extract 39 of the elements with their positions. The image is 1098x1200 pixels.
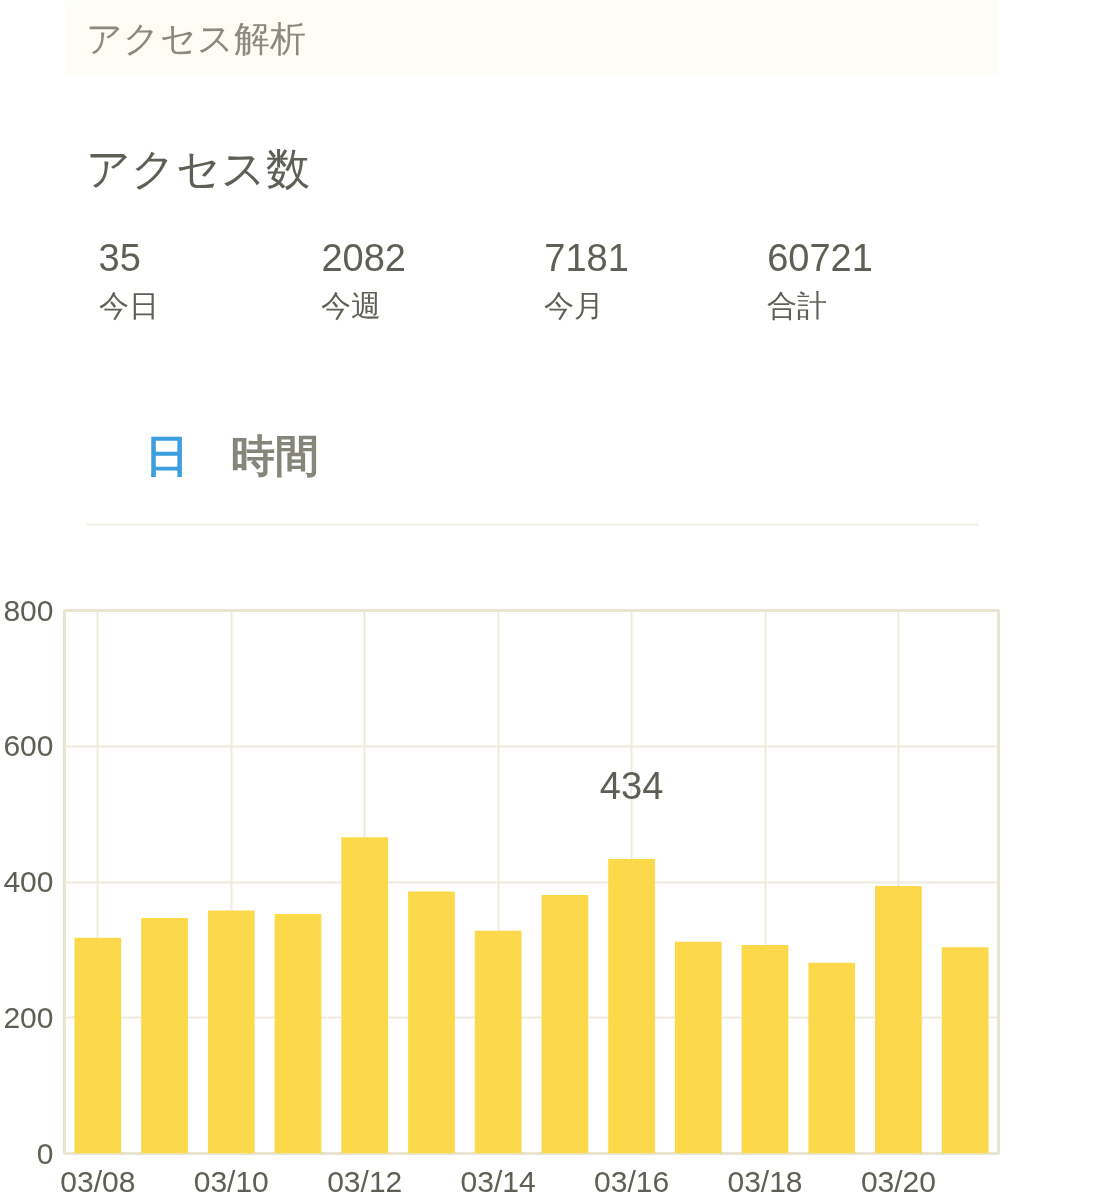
x-tick-label: 03/10 <box>193 1164 269 1198</box>
text: 35 <box>98 237 141 279</box>
text: 今日 <box>98 289 159 322</box>
bar <box>274 913 322 1154</box>
y-tick-label: 0 <box>36 1136 54 1170</box>
bar <box>541 894 589 1154</box>
bar <box>74 937 122 1154</box>
bar <box>408 891 455 1154</box>
text: 7181 <box>544 237 629 279</box>
text: 日 <box>144 431 189 480</box>
y-tick-label: 200 <box>3 1000 54 1034</box>
x-tick-label: 03/08 <box>60 1164 136 1198</box>
bar <box>875 886 922 1154</box>
y-tick-label: 800 <box>3 593 54 627</box>
x-tick-label: 03/18 <box>727 1164 803 1198</box>
chart-subtitle: アクセス数 <box>85 144 310 193</box>
x-tick-label: 03/12 <box>327 1164 403 1198</box>
data-label: 434 <box>599 764 664 807</box>
bar <box>608 858 655 1154</box>
bar <box>141 917 188 1154</box>
bar <box>207 910 255 1154</box>
text: 60721 <box>767 237 873 279</box>
bar <box>341 837 389 1154</box>
text: 合計 <box>767 289 828 322</box>
bar <box>941 947 989 1154</box>
x-tick-label: 03/16 <box>594 1164 670 1198</box>
bar <box>808 962 856 1154</box>
bar <box>741 945 789 1154</box>
x-tick-label: 03/14 <box>460 1164 536 1198</box>
bar <box>474 930 522 1154</box>
text: 2082 <box>321 237 406 279</box>
text: 今週 <box>321 289 382 322</box>
x-tick-label: 03/20 <box>860 1164 936 1198</box>
y-tick-label: 600 <box>3 729 54 763</box>
text: 時間 <box>230 431 319 480</box>
bar <box>674 941 722 1154</box>
y-tick-label: 400 <box>3 865 54 898</box>
text: 今月 <box>544 289 605 322</box>
chart-title: アクセス解析 <box>85 18 306 59</box>
